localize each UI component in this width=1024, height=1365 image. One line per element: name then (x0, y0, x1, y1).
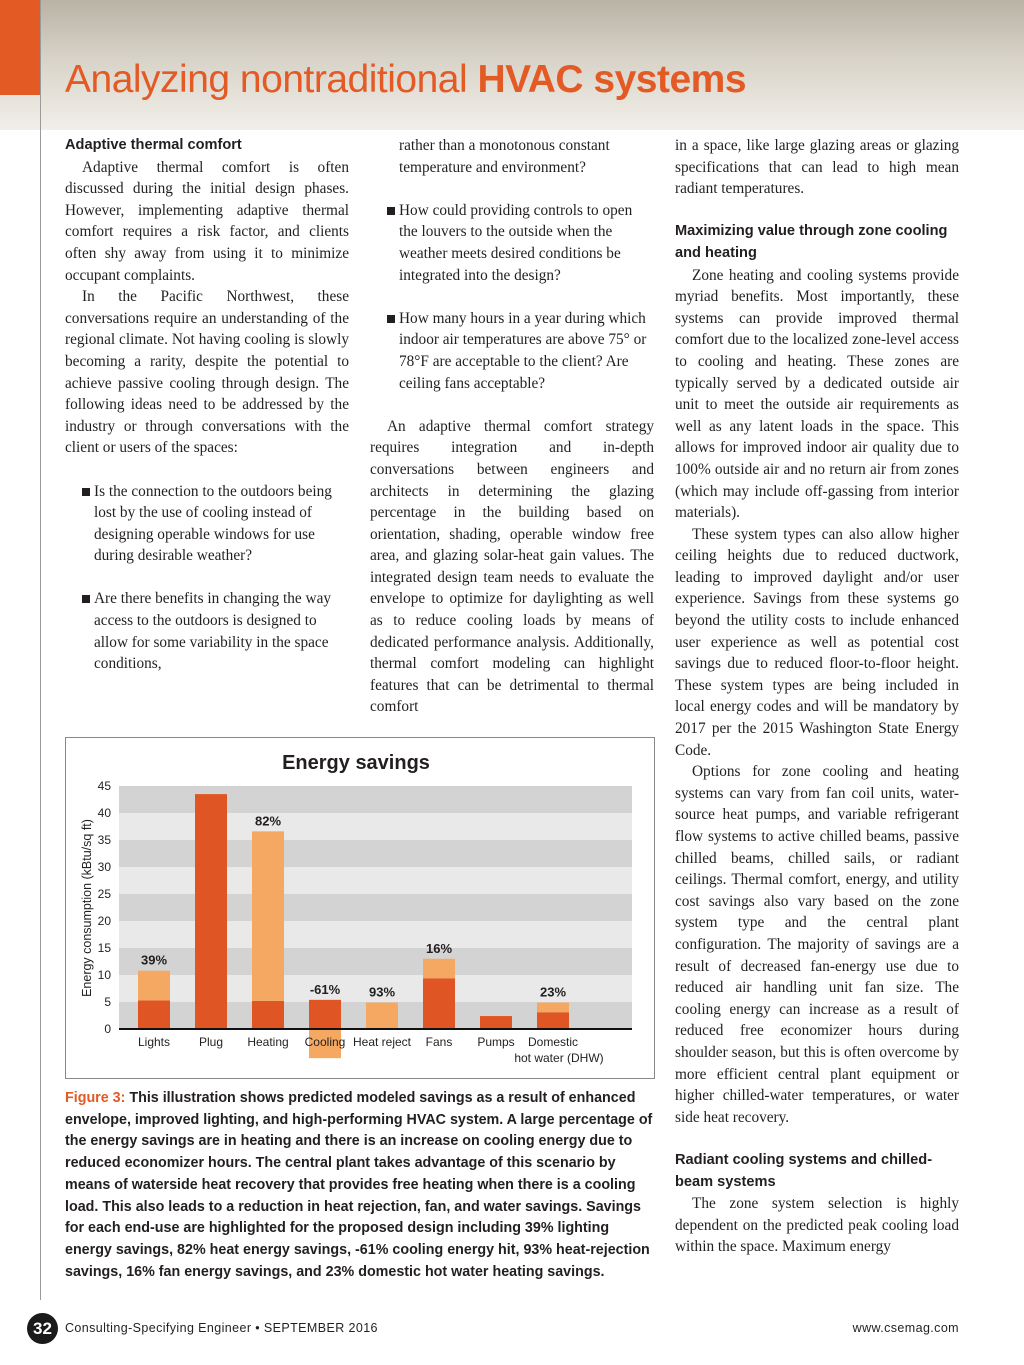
x-category-label: Pumps (477, 1035, 514, 1049)
chart-svg: 0 5 10 15 20 25 30 35 40 45 Lights Plug Heating Cool… (80, 752, 632, 1065)
bullet-text: How many hours in a year during which in… (399, 309, 647, 392)
bar-savings (138, 970, 170, 1001)
figure-caption: Figure 3: This illustration shows predic… (65, 1088, 655, 1283)
page-header-band (0, 0, 1024, 130)
y-tick-label: 25 (98, 887, 112, 901)
bullet-text: rather than a monotonous constant temper… (399, 137, 610, 176)
bullet-item: Is the connection to the outdoors being … (65, 481, 349, 567)
page-footer: 32 Consulting-Specifying Engineer • SEPT… (27, 1313, 962, 1345)
y-tick-label: 40 (98, 806, 112, 820)
paragraph: An adaptive thermal comfort strategy req… (370, 417, 654, 716)
title-bold: HVAC systems (477, 58, 747, 101)
column-3: in a space, like large glazing areas or … (675, 135, 959, 1258)
y-tick-label: 10 (98, 968, 112, 982)
x-category-label: Fans (426, 1035, 453, 1049)
bar-proposed (480, 1016, 512, 1029)
y-tick-label: 45 (98, 779, 112, 793)
website-url: www.csemag.com (852, 1321, 959, 1335)
paragraph: Zone heating and cooling systems provide… (675, 266, 959, 522)
x-category-label: Lights (138, 1035, 170, 1049)
x-category-label: Heating (247, 1035, 288, 1049)
energy-savings-chart: 0 5 10 15 20 25 30 35 40 45 Lights Plug Heating Cool… (65, 737, 655, 1079)
x-category-label: Cooling (305, 1035, 346, 1049)
data-label: 23% (540, 985, 566, 1000)
bullet-square-icon (387, 314, 395, 323)
data-label: 93% (369, 985, 395, 1000)
bar-proposed (195, 794, 227, 1029)
paragraph: Adaptive thermal comfort is often discus… (65, 158, 349, 284)
y-tick-label: 30 (98, 860, 112, 874)
paragraph: Options for zone cooling and heating sys… (675, 763, 959, 1126)
bar-proposed (423, 978, 455, 1029)
column-2: rather than a monotonous constant temper… (370, 135, 654, 718)
bar-savings-negative (309, 1029, 341, 1059)
data-label: 16% (426, 941, 452, 956)
margin-rule (40, 0, 41, 1300)
bullet-item: How could providing controls to open the… (370, 200, 654, 286)
y-tick-label: 35 (98, 833, 112, 847)
bullet-text: Is the connection to the outdoors being … (94, 482, 332, 565)
x-category-label: Plug (199, 1035, 223, 1049)
paragraph: in a space, like large glazing areas or … (675, 137, 959, 198)
bar-proposed (537, 1012, 569, 1029)
y-tick-label: 5 (104, 995, 111, 1009)
figure-label: Figure 3: (65, 1090, 126, 1106)
y-tick-label: 20 (98, 914, 112, 928)
article-title: Analyzing nontraditional HVAC systems (65, 58, 747, 102)
section-heading: Adaptive thermal comfort (65, 137, 242, 153)
bar-savings (366, 1002, 398, 1029)
section-heading: Maximizing value through zone cooling an… (675, 223, 948, 261)
bar-proposed (138, 1000, 170, 1029)
title-light: Analyzing nontraditional (65, 58, 478, 101)
data-label: -61% (310, 982, 341, 997)
caption-text: This illustration shows predicted modele… (65, 1090, 653, 1280)
paragraph: The zone system selection is highly depe… (675, 1195, 959, 1256)
y-axis-label: Energy consumption (kBtu/sq ft) (80, 819, 94, 997)
data-label: 82% (255, 813, 281, 828)
column-1: Adaptive thermal comfort Adaptive therma… (65, 135, 349, 696)
chart-title: Energy savings (282, 752, 430, 774)
paragraph: These system types can also allow higher… (675, 525, 959, 759)
x-category-label: Domestic (528, 1035, 578, 1049)
bullet-continuation: rather than a monotonous constant temper… (370, 135, 654, 178)
data-label: 39% (141, 953, 167, 968)
x-category-sublabel: hot water (DHW) (514, 1051, 603, 1065)
bar-proposed (309, 999, 341, 1029)
accent-strip (0, 0, 40, 95)
paragraph: In the Pacific Northwest, these conversa… (65, 288, 349, 457)
bar-proposed (252, 1000, 284, 1029)
section-heading: Radiant cooling systems and chilled-beam… (675, 1151, 933, 1190)
bullet-item: Are there benefits in changing the way a… (65, 588, 349, 674)
bullet-square-icon (82, 487, 90, 496)
bullet-square-icon (387, 206, 395, 215)
page-number-badge: 32 (27, 1313, 58, 1344)
y-tick-label: 15 (98, 941, 112, 955)
bar-savings (423, 958, 455, 979)
bar-savings (252, 831, 284, 1001)
x-category-label: Heat reject (353, 1035, 412, 1049)
bullet-square-icon (82, 595, 90, 604)
publication-line: Consulting-Specifying Engineer • SEPTEMB… (65, 1321, 378, 1335)
bar-savings (537, 1002, 569, 1013)
bullet-text: How could providing controls to open the… (399, 201, 633, 284)
bullet-text: Are there benefits in changing the way a… (94, 590, 332, 673)
bullet-item: How many hours in a year during which in… (370, 308, 654, 394)
y-tick-label: 0 (104, 1022, 111, 1036)
